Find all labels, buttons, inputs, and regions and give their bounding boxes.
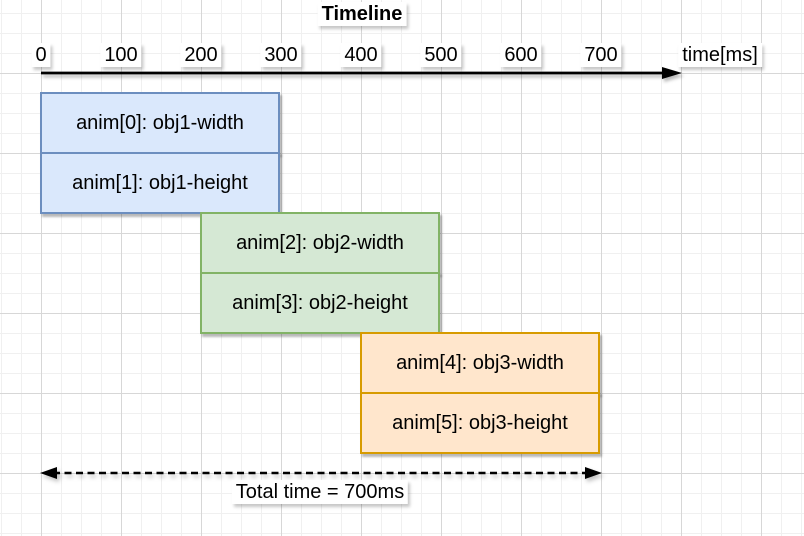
diagram-title: Timeline bbox=[317, 2, 407, 26]
anim-bar-1-label: anim[1]: obj1-height bbox=[72, 171, 248, 194]
anim-bar-5-label: anim[5]: obj3-height bbox=[392, 411, 568, 434]
axis-tick-label-100: 100 bbox=[100, 43, 142, 67]
anim-bar-1[interactable]: anim[1]: obj1-height bbox=[40, 152, 280, 214]
time-axis-arrow bbox=[41, 67, 682, 79]
arrowhead-right-icon bbox=[662, 67, 682, 79]
anim-bar-3-label: anim[3]: obj2-height bbox=[232, 291, 408, 314]
anim-bar-5[interactable]: anim[5]: obj3-height bbox=[360, 392, 600, 454]
total-time-label: Total time = 700ms bbox=[231, 480, 409, 504]
anim-bar-3[interactable]: anim[3]: obj2-height bbox=[200, 272, 440, 334]
anim-bar-2[interactable]: anim[2]: obj2-width bbox=[200, 212, 440, 274]
anim-bar-4-label: anim[4]: obj3-width bbox=[396, 351, 564, 374]
axis-tick-label-700: 700 bbox=[580, 43, 622, 67]
axis-tick-label-200: 200 bbox=[180, 43, 222, 67]
anim-bar-4[interactable]: anim[4]: obj3-width bbox=[360, 332, 600, 394]
axis-tick-label-300: 300 bbox=[260, 43, 302, 67]
arrowhead-right-icon bbox=[585, 467, 602, 479]
axis-tick-label-400: 400 bbox=[340, 43, 382, 67]
axis-tick-label-500: 500 bbox=[420, 43, 462, 67]
anim-bar-2-label: anim[2]: obj2-width bbox=[236, 231, 404, 254]
axis-tick-label-0: 0 bbox=[31, 43, 51, 67]
total-time-arrow bbox=[40, 467, 602, 479]
anim-bar-0[interactable]: anim[0]: obj1-width bbox=[40, 92, 280, 154]
axis-tick-label-600: 600 bbox=[500, 43, 542, 67]
axis-unit-label: time[ms] bbox=[678, 43, 762, 67]
anim-bar-0-label: anim[0]: obj1-width bbox=[76, 111, 244, 134]
arrowhead-left-icon bbox=[40, 467, 57, 479]
